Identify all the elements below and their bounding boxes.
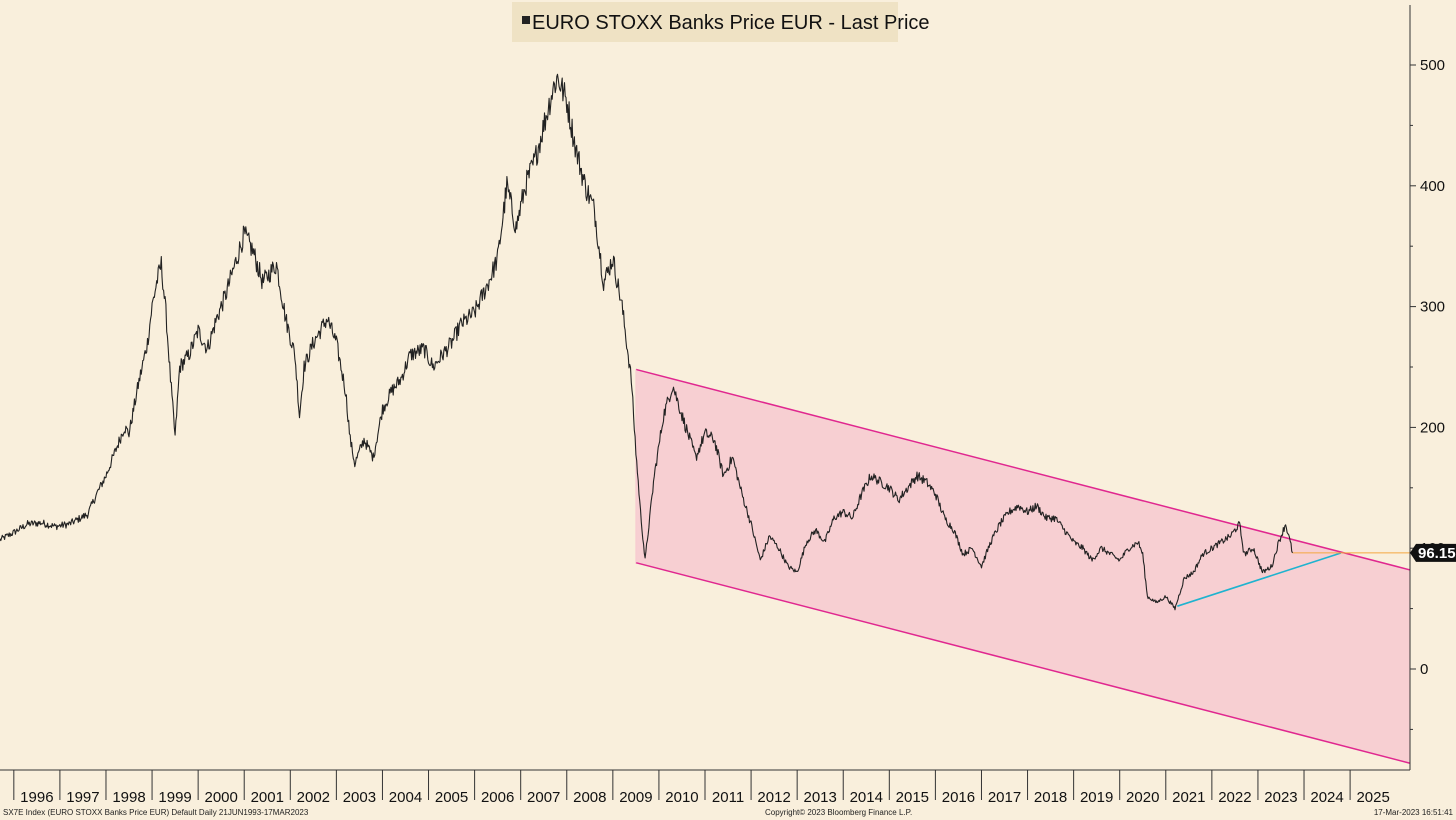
y-tick-label: 300 (1420, 299, 1445, 316)
legend-box (512, 2, 898, 42)
last-price-badge: 96.15 (1410, 543, 1456, 562)
x-tick-label: 1997 (66, 789, 99, 806)
x-tick-label: 2020 (1126, 789, 1159, 806)
last-price-badge-shape (1410, 543, 1456, 562)
footer-right: 17-Mar-2023 16:51:41 (1374, 808, 1454, 817)
x-tick-label: 2008 (573, 789, 606, 806)
x-tick-label: 2025 (1356, 789, 1389, 806)
x-tick-label: 2016 (942, 789, 975, 806)
last-price-value: 96.15 (1418, 545, 1456, 562)
x-tick-label: 1999 (158, 789, 191, 806)
support-line (1177, 552, 1342, 607)
x-tick-label: 1998 (112, 789, 145, 806)
price-line (0, 73, 1294, 611)
chart-title: EURO STOXX Banks Price EUR - Last Price (532, 12, 930, 34)
x-tick-label: 2010 (665, 789, 698, 806)
x-tick-label: 2024 (1310, 789, 1343, 806)
x-axis: 1996 1997 1998 1999 2000 2001 2002 2003 2004 2005… (13, 770, 1390, 806)
y-tick-label: 500 (1420, 57, 1445, 74)
price-series (0, 73, 1294, 611)
x-tick-label: 2011 (712, 789, 744, 806)
support-trendline (1177, 552, 1342, 607)
x-tick-label: 2017 (988, 789, 1021, 806)
x-tick-label: 2015 (896, 789, 929, 806)
channel-lower-line (635, 561, 1411, 764)
y-tick-label: 400 (1420, 178, 1445, 195)
footer-center: Copyright© 2023 Bloomberg Finance L.P. (765, 808, 912, 817)
x-tick-label: 2012 (757, 789, 790, 806)
footer-left: SX7E Index (EURO STOXX Banks Price EUR) … (3, 808, 309, 817)
x-tick-label: 2023 (1264, 789, 1297, 806)
y-tick-label: 200 (1420, 419, 1445, 436)
x-tick-label: 2004 (389, 789, 422, 806)
x-tick-label: 2007 (527, 789, 560, 806)
x-tick-label: 2002 (297, 789, 330, 806)
x-tick-label: 1996 (20, 789, 53, 806)
chart-legend: EURO STOXX Banks Price EUR - Last Price (512, 2, 930, 42)
channel-fill (635, 369, 1410, 764)
x-tick-label: 2014 (850, 789, 883, 806)
x-tick-label: 2006 (481, 789, 514, 806)
x-tick-label: 2003 (343, 789, 376, 806)
x-tick-label: 2022 (1218, 789, 1251, 806)
legend-swatch (522, 16, 530, 24)
footer: SX7E Index (EURO STOXX Banks Price EUR) … (3, 808, 1454, 817)
x-tick-label: 2001 (251, 789, 284, 806)
x-tick-label: 2009 (619, 789, 652, 806)
x-tick-label: 2005 (435, 789, 468, 806)
x-tick-label: 2021 (1172, 789, 1205, 806)
y-axis: 0100200300400500 (1410, 57, 1445, 730)
x-tick-label: 2018 (1034, 789, 1067, 806)
x-tick-label: 2019 (1080, 789, 1113, 806)
y-tick-label: 0 (1420, 661, 1428, 678)
x-tick-label: 2013 (804, 789, 837, 806)
x-tick-label: 2000 (204, 789, 237, 806)
